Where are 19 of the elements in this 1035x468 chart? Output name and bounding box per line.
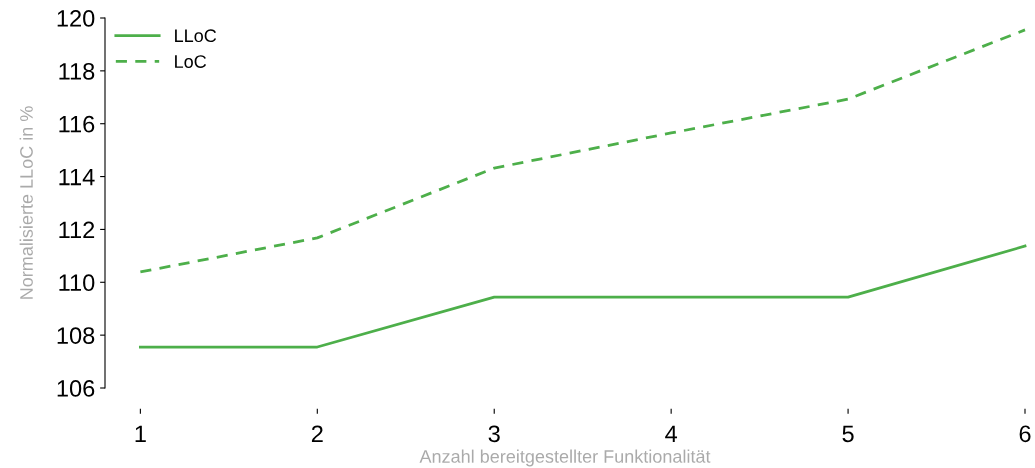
x-tick-label: 1 [135,425,146,442]
x-tick-label: 3 [488,425,500,443]
x-tick-label: 5 [842,425,854,443]
y-tick-label: 110 [59,274,95,292]
x-axis-title: Anzahl bereitgestellter Funktionalität [419,449,711,467]
y-axis-title: Normalisierte LLoC in % [19,106,33,299]
y-tick-label: 106 [57,380,95,397]
x-tick-label: 2 [311,425,323,442]
x-tick-label: 6 [1019,425,1031,443]
y-tick-label: 120 [57,10,95,27]
y-tick-label: 112 [59,221,95,238]
y-tick-label: 116 [59,115,95,133]
legend-label: LoC [175,55,207,68]
line-series [138,28,1027,274]
legend-label: LLoC [175,29,217,43]
x-tick-label: 4 [665,425,678,442]
y-tick-label: 108 [57,327,95,344]
y-tick-label: 114 [59,168,95,186]
y-tick-label: 118 [59,62,95,80]
